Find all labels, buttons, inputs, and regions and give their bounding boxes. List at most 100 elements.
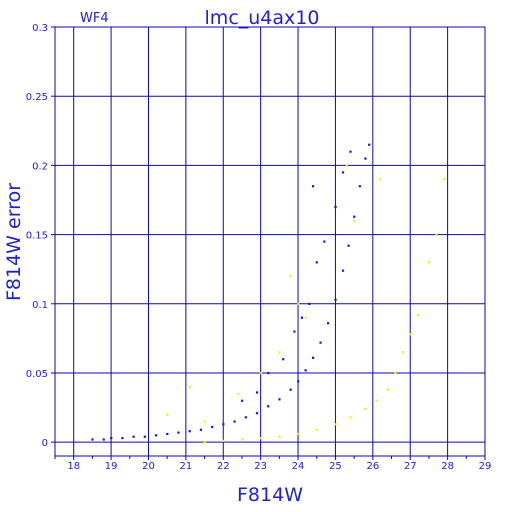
data-point-blue <box>121 437 124 440</box>
data-point-blue <box>334 298 337 301</box>
x-tick-label: 18 <box>67 461 80 472</box>
y-axis-label: F814W error <box>3 183 25 301</box>
data-point-blue <box>255 412 259 415</box>
data-point-yellow <box>416 313 419 317</box>
data-point-blue <box>222 423 225 426</box>
data-point-blue <box>297 380 300 383</box>
data-point-blue <box>267 405 270 408</box>
y-tick-label: 0.25 <box>26 92 48 103</box>
data-point-blue <box>154 434 158 437</box>
data-point-blue <box>300 316 303 319</box>
y-tick-label: 0.2 <box>32 161 48 172</box>
data-point-blue <box>211 425 214 429</box>
data-point-blue <box>199 428 203 431</box>
data-point-yellow <box>334 423 337 426</box>
data-point-yellow <box>345 164 348 167</box>
data-point-yellow <box>203 441 206 444</box>
data-point-blue <box>143 435 146 438</box>
data-point-yellow <box>315 428 318 431</box>
data-point-blue <box>102 438 105 441</box>
data-point-blue <box>334 205 337 209</box>
x-tick-label: 25 <box>329 461 342 472</box>
data-point-yellow <box>442 178 446 181</box>
data-point-yellow <box>203 420 206 423</box>
data-point-yellow <box>278 351 281 354</box>
data-point-blue <box>353 215 356 218</box>
data-point-blue <box>358 185 361 188</box>
data-point-yellow <box>259 371 262 375</box>
data-point-blue <box>110 437 113 440</box>
data-point-yellow <box>379 178 382 181</box>
data-point-yellow <box>304 316 307 319</box>
y-tick-label: 0.05 <box>26 369 48 380</box>
data-point-yellow <box>364 407 367 411</box>
series-yellow <box>166 164 446 444</box>
data-point-blue <box>278 398 281 401</box>
data-point-blue <box>312 185 315 188</box>
x-tick-label: 22 <box>217 461 230 472</box>
data-point-yellow <box>353 219 356 222</box>
data-point-blue <box>323 240 326 243</box>
data-point-blue <box>364 157 367 160</box>
data-point-blue <box>308 302 311 305</box>
data-point-blue <box>368 143 371 146</box>
data-point-yellow <box>222 439 225 442</box>
data-point-yellow <box>386 388 389 391</box>
data-point-yellow <box>427 261 431 264</box>
data-point-blue <box>341 269 345 272</box>
plot-frame <box>54 26 486 457</box>
x-tick-label: 20 <box>142 461 155 472</box>
x-tick-label: 19 <box>105 461 118 472</box>
data-point-blue <box>240 399 244 402</box>
data-point-blue <box>312 356 315 359</box>
data-point-blue <box>347 244 350 247</box>
data-point-blue <box>188 430 191 433</box>
data-point-blue <box>326 322 330 325</box>
data-point-blue <box>293 330 296 333</box>
series-blue <box>91 143 371 441</box>
x-tick-label: 27 <box>404 461 417 472</box>
x-axis-label: F814W <box>237 484 303 506</box>
y-tick-labels: 0 0.05 0.1 0.15 0.2 0.25 0.3 <box>26 23 48 449</box>
y-tick-label: 0 <box>42 438 48 449</box>
x-tick-label: 28 <box>441 461 454 472</box>
data-point-blue <box>233 420 236 423</box>
data-point-blue <box>319 341 322 344</box>
data-point-blue <box>132 435 135 438</box>
data-point-yellow <box>401 351 404 354</box>
y-tick-label: 0.1 <box>32 300 48 311</box>
data-point-yellow <box>394 371 397 375</box>
data-point-blue <box>255 391 259 394</box>
x-tick-label: 29 <box>479 461 492 472</box>
panel-label: WF4 <box>80 11 109 26</box>
x-tick-label: 21 <box>180 461 193 472</box>
data-point-yellow <box>375 399 378 402</box>
data-point-blue <box>282 358 285 361</box>
data-point-yellow <box>166 413 169 416</box>
data-point-yellow <box>240 438 244 441</box>
data-point-blue <box>244 416 247 419</box>
data-point-yellow <box>349 416 352 419</box>
data-point-blue <box>315 261 318 264</box>
data-point-yellow <box>278 435 281 438</box>
y-tick-label: 0.15 <box>26 231 48 242</box>
data-point-yellow <box>289 275 292 278</box>
x-tick-label: 23 <box>254 461 267 472</box>
data-point-blue <box>166 432 169 436</box>
data-point-yellow <box>297 302 300 305</box>
data-point-yellow <box>259 437 262 440</box>
data-point-blue <box>304 369 307 372</box>
data-point-blue <box>341 171 345 174</box>
data-point-yellow <box>188 385 191 389</box>
data-point-yellow <box>237 392 240 395</box>
x-tick-labels: 18 19 20 21 22 23 24 25 26 27 28 29 <box>67 461 491 472</box>
data-point-blue <box>289 388 292 391</box>
data-point-blue <box>267 371 270 375</box>
data-point-yellow <box>435 233 438 236</box>
data-point-blue <box>177 431 180 434</box>
x-tick-label: 24 <box>292 461 305 472</box>
data-point-yellow <box>297 432 300 436</box>
data-point-blue <box>91 438 94 441</box>
x-tick-label: 26 <box>366 461 379 472</box>
